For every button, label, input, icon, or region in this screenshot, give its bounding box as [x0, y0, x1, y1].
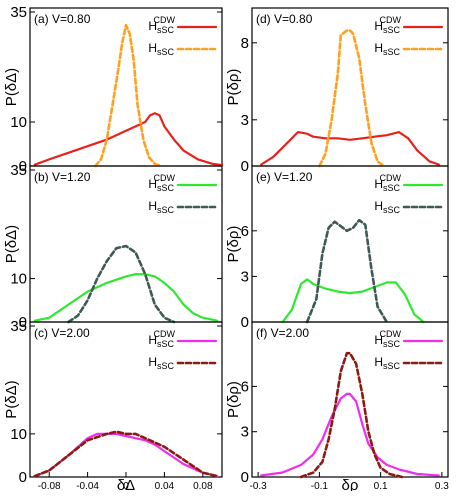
panel-2-panel-label: (b) V=1.20 — [34, 170, 91, 184]
panel-4-series-1-line — [260, 131, 440, 166]
panel-2-ytick-label-0: 0 — [19, 314, 27, 331]
panel-6-ytick-label-2: 6 — [241, 378, 249, 395]
panel-1-ytick-label-0: 0 — [19, 158, 27, 175]
panel-1-ytick-label-1: 10 — [10, 114, 27, 131]
panel-6-series-1-line — [260, 392, 440, 477]
panel-4-series-2-line — [318, 29, 385, 168]
panel-1-ytick-label-2: 35 — [10, 4, 27, 21]
panel-6-xtick-label-0: -0.3 — [250, 481, 268, 491]
panel-3-legend-label-1: HsSC — [148, 333, 174, 349]
panel-1-legend-label-1: HsSC — [148, 19, 174, 35]
panel-2-legend-sup-1: CDW — [154, 173, 176, 183]
panel-5-ylabel: P(δρ) — [225, 226, 242, 263]
panel-2-legend-label-1: HsSC — [148, 177, 174, 193]
panel-3: 0 10 35 -0.08 -0.04 0 0.04 0.08 δΔ P(δΔ) (c) V=2.0… — [3, 318, 223, 494]
panel-3-ytick-label-1: 10 — [10, 426, 27, 443]
panel-1-ylabel: P(δΔ) — [3, 68, 20, 106]
panel-3-legend-label-2: HsSC — [148, 355, 174, 371]
panel-4-ylabel: P(δρ) — [225, 69, 242, 106]
panel-2-ytick-label-1: 10 — [10, 271, 27, 288]
panel-1-legend-label-2: HsSC — [148, 41, 174, 57]
panel-5-frame — [251, 165, 449, 323]
panel-5-series-2-line — [305, 218, 389, 324]
panel-3-panel-label: (c) V=2.00 — [34, 326, 90, 340]
panel-1-frame — [29, 7, 223, 167]
panel-5-ytick-label-0: 0 — [241, 314, 249, 331]
panel-4-ytick-label-2: 8 — [241, 35, 249, 52]
panel-6-ytick-label-0: 0 — [241, 469, 249, 486]
panel-3-series-1-line — [33, 432, 219, 478]
panel-6-xtick-label-2: 0.1 — [374, 481, 388, 491]
panel-2-ytick-label-2: 35 — [10, 162, 27, 179]
panel-6-xtick-label-3: 0.3 — [435, 481, 449, 491]
panel-3-xtick-label-3: 0.04 — [155, 481, 175, 491]
panel-3-xtick-label-0: -0.08 — [38, 481, 61, 491]
panel-6-ylabel: P(δρ) — [225, 381, 242, 418]
panel-1-legend-sup-1: CDW — [154, 15, 176, 25]
panel-1-series-1-line — [33, 112, 224, 167]
panel-3-ytick-label-2: 35 — [10, 318, 27, 335]
panel-5-legend-label-2: HsSC — [374, 199, 400, 215]
panel-5-legend-sup-1: CDW — [380, 173, 402, 183]
panel-2-legend-label-2: HsSC — [148, 199, 174, 215]
panel-6-legend-label-2: HsSC — [374, 355, 400, 371]
panel-5-ytick-label-2: 6 — [241, 223, 249, 240]
panel-6-series-2-line — [299, 351, 404, 479]
panel-5-legend-label-1: HsSC — [374, 177, 400, 193]
panel-2-series-2-line — [67, 244, 176, 324]
panel-4-ytick-label-1: 3 — [241, 112, 249, 129]
panel-3-legend-sup-1: CDW — [154, 329, 176, 339]
panel-5-panel-label: (e) V=1.20 — [256, 170, 313, 184]
panel-6-frame — [251, 321, 449, 478]
panel-2-series-1-line — [33, 273, 219, 322]
panel-3-frame — [29, 321, 223, 478]
panel-5-ytick-label-1: 3 — [241, 268, 249, 285]
panel-6-panel-label: (f) V=2.00 — [256, 326, 309, 340]
panel-4-panel-label: (d) V=0.80 — [256, 12, 313, 26]
panel-6-legend-label-1: HsSC — [374, 333, 400, 349]
panel-5-series-1-line — [281, 278, 425, 324]
panel-6-ytick-label-1: 3 — [241, 424, 249, 441]
panel-3-xlabel: δΔ — [117, 477, 135, 491]
panel-4-ytick-label-0: 0 — [241, 158, 249, 175]
panel-1-panel-label: (a) V=0.80 — [34, 12, 91, 26]
panel-2-ylabel: P(δΔ) — [3, 225, 20, 263]
panel-1-series-2-line — [94, 23, 162, 168]
panel-3-xtick-label-4: 0.08 — [193, 481, 213, 491]
panel-6-legend-sup-1: CDW — [380, 329, 402, 339]
panel-6-xlabel: δρ — [342, 477, 359, 491]
panel-4-legend-sup-1: CDW — [380, 15, 402, 25]
panel-4-legend-label-1: HsSC — [374, 19, 400, 35]
panel-3-xtick-label-2: 0 — [123, 481, 129, 491]
panel-4-legend-label-2: HsSC — [374, 41, 400, 57]
panel-2-frame — [29, 165, 223, 323]
panel-6-xtick-label-1: -0.1 — [311, 481, 329, 491]
panel-3-ytick-label-0: 0 — [19, 469, 27, 486]
panel-3-series-2-line — [33, 430, 219, 478]
panel-3-ylabel: P(δΔ) — [3, 380, 20, 418]
panel-3-xtick-label-1: -0.04 — [76, 481, 99, 491]
